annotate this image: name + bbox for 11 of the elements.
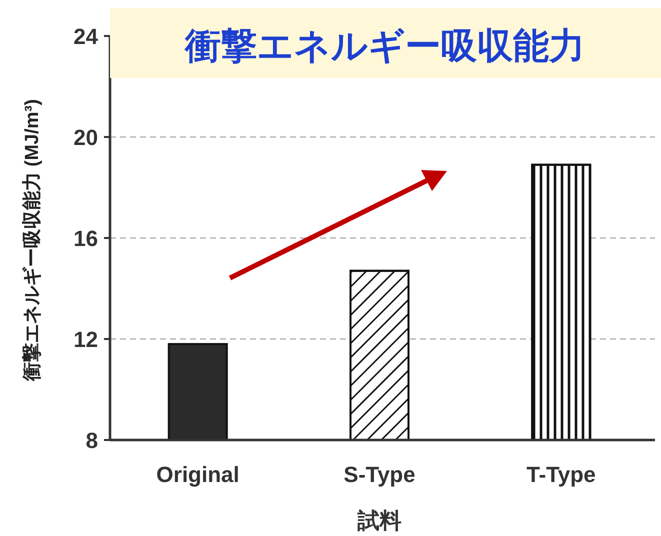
y-tick-label: 16 xyxy=(74,226,98,251)
y-tick-label: 24 xyxy=(74,24,99,49)
chart-title: 衝撃エネルギー吸収能力 xyxy=(184,25,585,66)
y-tick-label: 12 xyxy=(74,327,98,352)
x-tick-label: T-Type xyxy=(526,462,596,487)
x-axis-title: 試料 xyxy=(356,508,402,533)
y-axis-title: 衝撃エネルギー吸収能力 (MJ/m³) xyxy=(21,99,43,382)
y-tick-label: 20 xyxy=(74,125,98,150)
x-tick-label: S-Type xyxy=(344,462,416,487)
y-tick-label: 8 xyxy=(86,428,98,453)
x-tick-label: Original xyxy=(156,462,240,487)
